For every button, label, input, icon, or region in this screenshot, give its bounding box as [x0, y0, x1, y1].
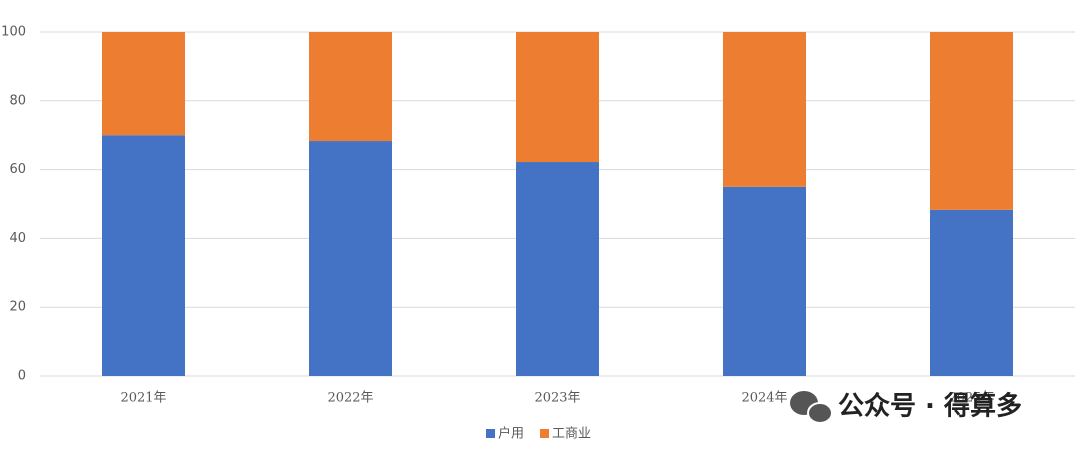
legend-label: 户用: [498, 426, 524, 442]
legend-swatch: [486, 429, 495, 438]
bar-segment: [516, 32, 599, 163]
x-tick-label: 2021年: [120, 391, 166, 406]
y-tick-label: 40: [9, 231, 26, 246]
bar-segment: [930, 209, 1013, 376]
bar-segment: [309, 32, 392, 142]
x-tick-label: 2023年: [534, 391, 580, 406]
bar-segment: [516, 162, 599, 376]
bar-segment: [102, 135, 185, 376]
y-tick-label: 0: [18, 369, 26, 384]
bar-segment: [102, 32, 185, 136]
legend-swatch: [540, 429, 550, 438]
x-tick-label: 2022年: [327, 391, 373, 406]
legend-label: 工商业: [552, 427, 591, 442]
y-tick-label: 100: [1, 25, 26, 40]
bar-segment: [309, 141, 392, 376]
bar-segment: [723, 186, 806, 376]
y-tick-label: 80: [9, 93, 26, 108]
x-tick-label: 2024年: [741, 391, 787, 406]
y-tick-label: 60: [9, 162, 26, 177]
bar-segment: [930, 32, 1013, 210]
bar-segment: [723, 32, 806, 187]
x-tick-label: 2025年: [948, 391, 994, 406]
watermark-icon: [790, 391, 833, 424]
y-tick-label: 20: [9, 300, 26, 315]
watermark: 公众号 · 得算多: [838, 391, 1022, 422]
